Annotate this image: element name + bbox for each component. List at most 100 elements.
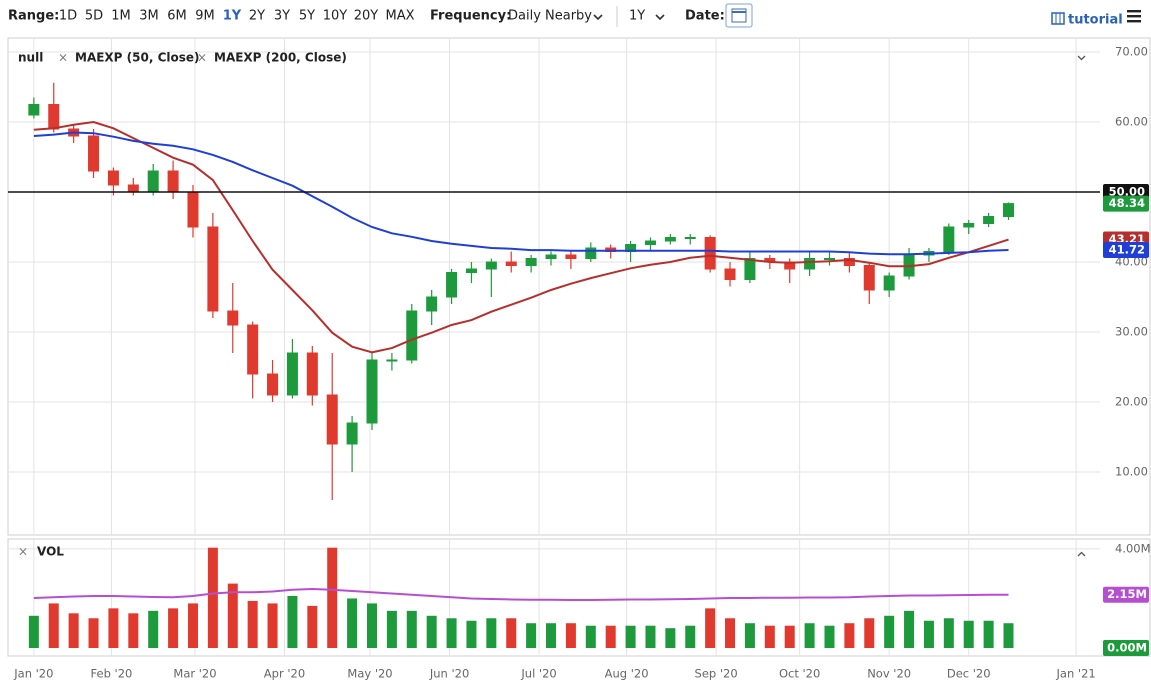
price-panel-frame (7, 37, 1151, 536)
ma-tag-text: 41.72 (1109, 242, 1145, 256)
volume-bar (168, 608, 179, 648)
volume-bar (207, 547, 218, 648)
candle-body (207, 226, 219, 312)
volume-bar (367, 603, 377, 648)
legend-remove[interactable]: × (18, 545, 28, 559)
reference-tag-text: 50.00 (1109, 185, 1145, 199)
range-button[interactable]: 1D (59, 9, 77, 24)
candle-body (843, 258, 855, 266)
candle-body (267, 373, 279, 396)
volume-average-tag-text: 2.15M (1107, 587, 1147, 601)
volume-bar (884, 615, 895, 648)
range-button[interactable]: 9M (195, 9, 215, 24)
legend-entry: VOL (37, 545, 64, 559)
range-button[interactable]: MAX (385, 9, 414, 24)
candle-body (724, 268, 736, 280)
range-button[interactable]: 3Y (274, 9, 290, 24)
candle-body (883, 275, 895, 291)
candle-body (704, 237, 716, 270)
range-button[interactable]: 1M (111, 9, 131, 24)
candle-body (127, 184, 139, 193)
volume-bar (128, 613, 139, 648)
candle-body (465, 268, 477, 273)
range-button[interactable]: 6M (167, 9, 187, 24)
frequency-select[interactable]: Daily Nearby (508, 9, 592, 24)
volume-current-tag (1103, 640, 1149, 656)
candle-body (446, 272, 458, 298)
volume-bar (923, 620, 934, 648)
x-tick-label: Jul '20 (520, 667, 556, 681)
volume-bar (526, 623, 537, 648)
collapse-chevron[interactable] (1077, 55, 1086, 61)
range-button[interactable]: 5D (85, 9, 103, 24)
volume-bar (267, 603, 278, 648)
range-button[interactable]: 10Y (323, 9, 348, 24)
tutorial-link[interactable]: tutorial (1051, 12, 1123, 28)
candle-body (247, 324, 259, 375)
tutorial-text[interactable]: tutorial (1068, 13, 1123, 28)
volume-bar (486, 618, 497, 648)
range-button[interactable]: 3M (139, 9, 159, 24)
chevron[interactable] (593, 14, 603, 21)
legend-remove[interactable]: × (197, 51, 207, 65)
volume-bar (844, 623, 855, 648)
calendar-button[interactable] (725, 3, 753, 28)
candle-body (1003, 203, 1015, 217)
legend-remove[interactable]: × (58, 51, 68, 65)
menu-bar[interactable] (1127, 10, 1141, 13)
x-tick-label: Mar '20 (173, 667, 216, 681)
menu-bar[interactable] (1127, 20, 1141, 23)
range-button[interactable]: 2Y (249, 9, 265, 24)
menu-bar[interactable] (1127, 15, 1141, 18)
y-tick-label: 30.00 (1115, 325, 1148, 339)
volume-bar (665, 628, 676, 648)
volume-bar (327, 547, 338, 648)
candle-body (963, 223, 975, 228)
period-select[interactable]: 1Y (629, 9, 645, 24)
y-tick-label: 10.00 (1115, 465, 1148, 479)
x-tick-label: Apr '20 (264, 667, 305, 681)
volume-bar (725, 618, 736, 648)
candle-body (505, 261, 517, 266)
range-button[interactable]: 5Y (299, 9, 315, 24)
candle-body (386, 359, 398, 362)
menu-button[interactable] (1127, 10, 1141, 23)
volume-bar (68, 613, 79, 648)
chevron[interactable] (655, 14, 665, 21)
x-tick-label: Oct '20 (779, 667, 820, 681)
x-tick-label: Nov '20 (867, 667, 911, 681)
volume-bar (685, 625, 696, 648)
calendar-icon[interactable] (731, 8, 747, 23)
volume-bar (585, 625, 596, 648)
volume-bar (904, 610, 915, 648)
calendar-frame[interactable] (725, 3, 753, 28)
film-icon[interactable] (1051, 12, 1065, 25)
volume-average-tag (1103, 586, 1149, 603)
legend-entry: MAEXP (50, Close) (75, 51, 200, 65)
plot (8, 82, 1100, 648)
candle-body (107, 170, 119, 186)
x-tick-label: Sep '20 (695, 667, 738, 681)
candle-body (744, 258, 756, 280)
ma-tag (1103, 241, 1149, 258)
candle-body (545, 254, 557, 259)
volume-bar (187, 603, 198, 648)
candle-body (187, 191, 199, 228)
moving-average-line (33, 131, 1009, 256)
candle-body (346, 422, 358, 445)
volume-panel-frame (7, 538, 1151, 657)
volume-bar (48, 603, 59, 648)
x-tick-label: Jan '21 (1056, 667, 1096, 681)
expand-chevron[interactable] (1077, 551, 1086, 557)
range-button[interactable]: 1Y (223, 9, 242, 24)
x-tick-label: Dec '20 (947, 667, 991, 681)
volume-bar (108, 608, 119, 648)
candle-body (565, 254, 577, 259)
range-button[interactable]: 20Y (354, 9, 379, 24)
volume-bar (347, 598, 358, 648)
volume-average-line (33, 588, 1009, 601)
volume-bar (784, 625, 795, 648)
candle-body (823, 258, 835, 260)
candle-body (366, 359, 378, 424)
